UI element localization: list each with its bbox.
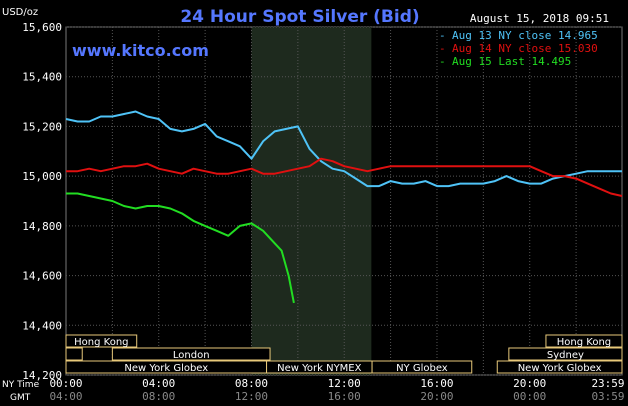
y-tick-label: 15,600	[22, 21, 62, 34]
y-tick-label: 14,800	[22, 220, 62, 233]
legend: - Aug 13 NY close 14.965- Aug 14 NY close …	[439, 29, 598, 68]
chart-title: 24 Hour Spot Silver (Bid)	[180, 7, 419, 27]
x-tick-label-gmt: 03:59	[591, 390, 624, 403]
x-tick-labels: 00:0004:0004:0008:0008:0012:0012:0016:00…	[49, 377, 624, 403]
series-line	[65, 110, 622, 188]
series-lines	[65, 110, 623, 304]
market-band-label: New York Globex	[124, 363, 208, 374]
market-band	[65, 334, 138, 348]
y-tick-label: 14,200	[22, 369, 62, 382]
y-tick-label: 14,400	[22, 319, 62, 332]
market-band-label: Hong Kong	[557, 337, 611, 348]
timestamp: August 15, 2018 09:51	[470, 12, 609, 25]
legend-marker: -	[439, 42, 446, 55]
y-tick-label: 15,400	[22, 71, 62, 84]
x-tick-label-ny: 04:00	[142, 377, 175, 390]
nymex-session-shade	[251, 27, 372, 375]
market-band	[371, 360, 473, 374]
legend-marker: -	[439, 55, 446, 68]
series-line	[66, 157, 623, 197]
market-band-label: Hong Kong	[74, 337, 128, 348]
market-band	[111, 347, 271, 361]
legend-marker: -	[439, 29, 446, 42]
market-band	[545, 334, 623, 348]
y-axis-label: USD/oz	[2, 7, 38, 18]
market-band	[496, 360, 623, 374]
market-band-label: London	[173, 350, 210, 361]
x-tick-label-gmt: 12:00	[235, 390, 268, 403]
market-band-label: Sydney	[547, 350, 584, 361]
x-tick-label-ny: 12:00	[328, 377, 361, 390]
x-tick-label-gmt: 16:00	[328, 390, 361, 403]
x-tick-label-ny: 23:59	[591, 377, 624, 390]
y-tick-label: 14,600	[22, 270, 62, 283]
market-band-label: New York Globex	[518, 363, 602, 374]
series-line	[66, 192, 295, 304]
gmt-label: GMT	[10, 393, 31, 403]
market-session-bands: Hong Kong Hong Kong London Sydney New York G…	[65, 334, 623, 374]
y-tick-label: 15,200	[22, 120, 62, 133]
market-band-label: New York NYMEX	[277, 363, 362, 374]
x-tick-label-gmt: 20:00	[420, 390, 453, 403]
market-band-label: NY Globex	[396, 363, 448, 374]
watermark: www.kitco.com	[72, 41, 209, 60]
x-tick-label-ny: 08:00	[235, 377, 268, 390]
y-tick-label: 15,000	[22, 170, 62, 183]
market-band	[65, 347, 83, 361]
x-tick-label-ny: 00:00	[49, 377, 82, 390]
x-tick-label-gmt: 00:00	[513, 390, 546, 403]
x-tick-label-ny: 20:00	[513, 377, 546, 390]
x-tick-label-ny: 16:00	[420, 377, 453, 390]
grid	[66, 26, 622, 376]
x-tick-label-gmt: 08:00	[142, 390, 175, 403]
legend-entry: Aug 13 NY close 14.965	[452, 29, 598, 42]
x-tick-label-gmt: 04:00	[49, 390, 82, 403]
legend-entry: Aug 14 NY close 15.030	[452, 42, 598, 55]
y-tick-labels: 15,600 15,400 15,200 15,000 14,800 14,600 14,4…	[22, 21, 62, 382]
ny-time-label: NY Time	[2, 380, 40, 390]
legend-entry: Aug 15 Last 14.495	[452, 55, 571, 68]
market-band	[508, 347, 623, 361]
